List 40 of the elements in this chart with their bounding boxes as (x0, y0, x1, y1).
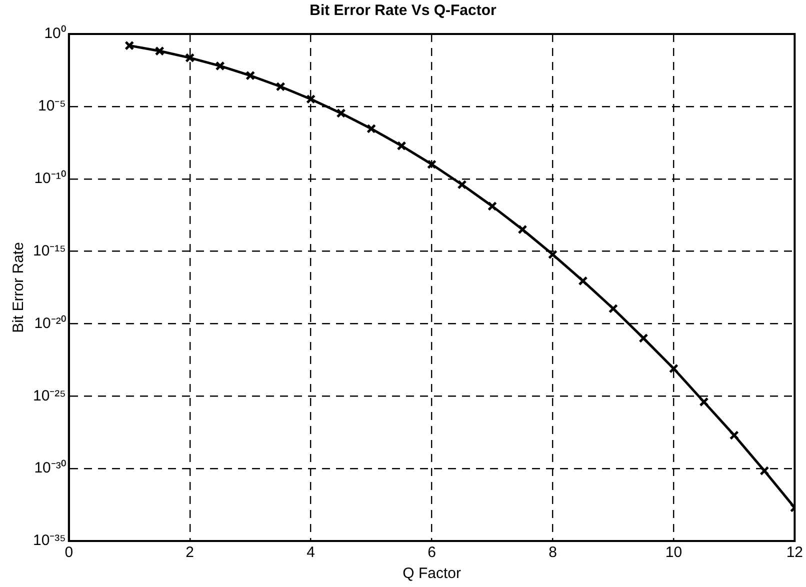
y-axis-title: Bit Error Rate (10, 242, 28, 333)
x-tick-label: 10 (665, 544, 682, 562)
point (548, 250, 558, 260)
point (729, 430, 739, 440)
x-tick-label: 4 (306, 544, 315, 562)
point (518, 224, 528, 234)
point (366, 124, 376, 134)
x-tick-label: 6 (428, 544, 436, 562)
x-tick-label: 12 (786, 544, 803, 562)
point (215, 61, 225, 71)
x-tick-label: 8 (548, 544, 557, 562)
point (336, 108, 346, 118)
y-tick-label: 10⁻²⁵ (32, 387, 66, 404)
point (426, 160, 437, 170)
point (154, 46, 164, 56)
point (668, 364, 678, 374)
point (457, 180, 467, 190)
y-tick-label: 10⁻³⁵ (32, 532, 66, 550)
x-tick-label: 0 (64, 544, 74, 562)
point (760, 466, 770, 476)
point (487, 201, 498, 211)
point (396, 141, 406, 151)
y-tick-label: 10⁻¹⁰ (34, 170, 66, 187)
y-tick-label: 10⁻²⁰ (34, 314, 66, 332)
point (578, 276, 588, 286)
point (638, 333, 648, 343)
point (246, 70, 256, 80)
point (608, 304, 618, 314)
chart-title: Bit Error Rate Vs Q-Factor (310, 2, 497, 20)
y-tick-label: 10⁻¹⁵ (32, 242, 66, 260)
point (276, 82, 286, 92)
y-tick-label: 10⁰ (44, 25, 66, 42)
y-tick-label: 10⁻³⁰ (34, 460, 66, 477)
point (699, 397, 709, 407)
x-tick-label: 2 (186, 544, 194, 562)
point (124, 40, 134, 50)
point (306, 94, 316, 104)
x-axis-title: Q Factor (402, 565, 461, 582)
y-tick-label: 10⁻⁵ (38, 98, 66, 115)
point (185, 53, 195, 63)
